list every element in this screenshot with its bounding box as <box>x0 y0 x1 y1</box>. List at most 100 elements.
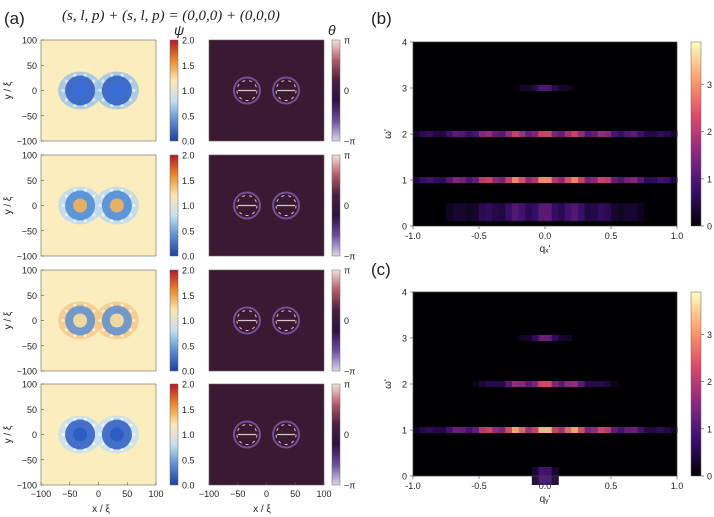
psi-ytick-label: 0 <box>32 201 37 211</box>
psi-speckle <box>73 303 77 307</box>
heatmap-xtick-label: -0.5 <box>471 231 487 241</box>
heatmap-band-cell <box>492 203 500 222</box>
heatmap-band-cell <box>604 427 612 433</box>
psi-speckle <box>92 213 96 217</box>
psi-speckle <box>83 219 87 223</box>
psi-vortex-core <box>109 198 124 213</box>
psi-ytick-label: 50 <box>27 61 37 71</box>
psi-colorbar-tick: 1.5 <box>182 176 195 186</box>
heatmap-ylabel: ω' <box>383 129 394 139</box>
heatmap-band-cell <box>485 427 493 433</box>
psi-vortex-core <box>73 313 88 328</box>
psi-speckle <box>120 73 124 77</box>
psi-colorbar-tick: 0.5 <box>182 341 195 351</box>
psi-speckle <box>61 432 65 437</box>
psi-speckle <box>101 328 105 332</box>
psi-speckle <box>101 79 105 83</box>
heatmap-band-cell <box>512 177 520 183</box>
psi-speckle <box>73 104 77 108</box>
heatmap-band-cell <box>505 381 513 387</box>
heatmap-band-cell <box>564 381 572 387</box>
heatmap-band-cell <box>630 131 638 137</box>
theta-colorbar-tick: 0 <box>344 86 349 96</box>
psi-colorbar-tick: 0.0 <box>182 252 195 262</box>
theta-colorbar-tick: −π <box>344 367 355 377</box>
panel-label-b: (b) <box>371 9 392 28</box>
heatmap-colorbar-tick-label: 1 <box>707 174 712 184</box>
psi-speckle <box>83 73 87 77</box>
heatmap-band-cell <box>439 131 447 137</box>
psi-colorbar <box>169 39 179 142</box>
psi-xtick-label: −50 <box>62 489 77 499</box>
heatmap-band-cell <box>525 381 533 387</box>
heatmap-colorbar-tick-label: 1 <box>707 424 712 434</box>
psi-map <box>40 383 157 486</box>
theta-colorbar-tick: π <box>344 266 350 276</box>
heatmap-xtick-label: 1.0 <box>671 481 684 491</box>
theta-map-frame <box>208 383 325 486</box>
psi-ytick-label: 100 <box>22 36 37 46</box>
heatmap-band-cell <box>419 131 427 137</box>
heatmap-band-cell <box>604 177 612 183</box>
psi-speckle <box>129 309 133 313</box>
heatmap-band-cell <box>452 177 460 183</box>
theta-ring <box>272 76 301 105</box>
psi-vortex-core <box>109 427 124 442</box>
psi-speckle <box>83 334 87 338</box>
heatmap-band-cell <box>518 335 526 341</box>
heatmap-band-cell <box>617 131 625 137</box>
heatmap-band-cell <box>518 381 526 387</box>
heatmap-band-cell <box>479 381 487 387</box>
theta-map <box>208 269 325 372</box>
psi-speckle <box>110 448 114 452</box>
psi-speckle <box>120 188 124 192</box>
psi-colorbar-tick: 1.0 <box>182 316 195 326</box>
heatmap-band-cell <box>611 131 619 137</box>
heatmap-band-cell <box>446 131 454 137</box>
heatmap-band-cell <box>591 381 599 387</box>
heatmap-ylabel: ω' <box>383 379 394 389</box>
theta-colorbar-tick: −π <box>344 481 355 491</box>
psi-colorbar-tick: 2.0 <box>182 151 195 161</box>
heatmap-colorbar-tick-label: 3 <box>707 80 712 90</box>
theta-map-frame <box>208 154 325 257</box>
psi-speckle <box>101 194 105 198</box>
psi-colorbar-tick: 0.5 <box>182 111 195 121</box>
heatmap-band-cell <box>419 427 427 433</box>
heatmap-band-cell <box>512 131 520 137</box>
psi-speckle <box>73 334 77 338</box>
psi-ytick-label: 100 <box>22 380 37 390</box>
psi-speckle <box>98 88 102 93</box>
heatmap-band-cell <box>426 177 434 183</box>
heatmap-band-cell <box>584 427 592 433</box>
psi-ytick-label: 50 <box>27 176 37 186</box>
heatmap-band-cell <box>617 427 625 433</box>
psi-speckle <box>64 328 68 332</box>
heatmap-band-cell <box>538 381 546 387</box>
psi-colorbar-tick: 0.5 <box>182 455 195 465</box>
psi-xtick-label: −100 <box>31 489 51 499</box>
psi-speckle <box>120 303 124 307</box>
theta-colorbar <box>331 269 341 372</box>
heatmap-band-cell <box>558 131 566 137</box>
psi-colorbar <box>169 383 179 486</box>
heatmap-band-cell <box>584 203 592 222</box>
theta-xtick-label: 0 <box>264 489 269 499</box>
heatmap-band-cell <box>505 177 513 183</box>
heatmap-band-cell <box>538 85 546 91</box>
heatmap-band-cell <box>538 335 546 341</box>
heatmap-band-cell <box>465 203 473 222</box>
heatmap-band-cell <box>538 177 546 183</box>
heatmap-band-cell <box>670 177 678 183</box>
heatmap-band-cell <box>657 177 665 183</box>
heatmap-band-cell <box>538 427 546 433</box>
heatmap-band-cell <box>578 177 586 183</box>
psi-colorbar-tick: 0.0 <box>182 481 195 491</box>
heatmap-band-cell <box>624 203 632 222</box>
psi-speckle <box>129 98 133 102</box>
theta-dashes <box>275 195 297 216</box>
heatmap-xtick-label: -1.0 <box>405 481 421 491</box>
psi-ytick-label: 50 <box>27 405 37 415</box>
heatmap-band-cell <box>611 381 619 387</box>
theta-colorbar-tick: −π <box>344 252 355 262</box>
